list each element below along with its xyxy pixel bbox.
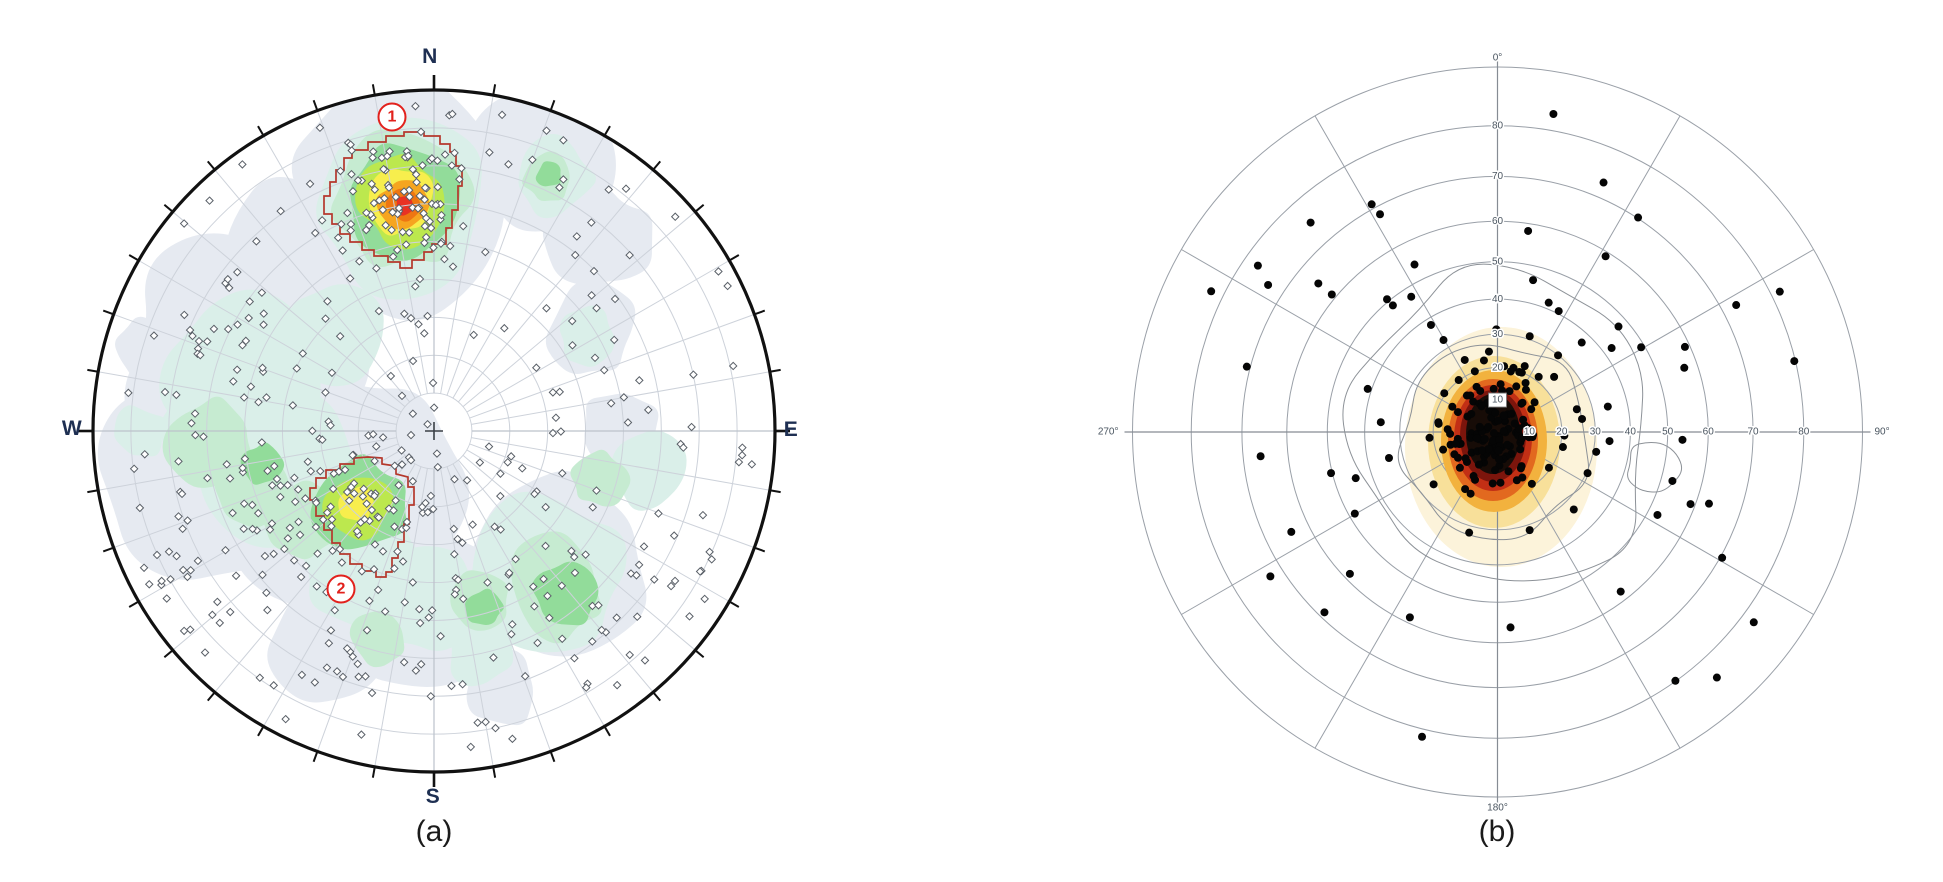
center-cross xyxy=(425,422,443,440)
stereonet-plot-a xyxy=(0,0,890,882)
svg-text:20: 20 xyxy=(1556,427,1568,438)
outside-mask xyxy=(0,0,890,882)
compass-label-e: E xyxy=(783,418,799,441)
stereonet-rim xyxy=(78,75,790,787)
compass-label-w: W xyxy=(61,417,83,440)
svg-text:50: 50 xyxy=(1662,427,1674,438)
caption-b: (b) xyxy=(1478,815,1516,848)
svg-text:80: 80 xyxy=(1798,427,1810,438)
svg-text:10: 10 xyxy=(1524,427,1536,438)
svg-text:40: 40 xyxy=(1492,294,1504,305)
density-contour-lines xyxy=(1342,263,1683,582)
svg-text:30: 30 xyxy=(1492,329,1504,340)
pole-scatter-points xyxy=(124,101,757,752)
svg-text:180°: 180° xyxy=(1487,803,1508,814)
svg-text:60: 60 xyxy=(1492,216,1504,227)
svg-text:10: 10 xyxy=(1492,395,1504,406)
svg-text:70: 70 xyxy=(1748,427,1760,438)
svg-text:20: 20 xyxy=(1492,362,1504,373)
compass-label-s: S xyxy=(425,785,441,808)
svg-text:80: 80 xyxy=(1492,120,1504,131)
svg-text:50: 50 xyxy=(1492,256,1504,267)
svg-text:270°: 270° xyxy=(1098,427,1119,438)
svg-text:70: 70 xyxy=(1492,171,1504,182)
caption-a: (a) xyxy=(415,815,453,848)
svg-text:30: 30 xyxy=(1590,427,1602,438)
svg-text:60: 60 xyxy=(1703,427,1715,438)
polar-scatter-points xyxy=(1207,109,1799,741)
region-2-badge: 2 xyxy=(326,574,356,604)
region-1-badge: 1 xyxy=(377,102,407,132)
polar-plot-b: 10 20 20 30 30 40 40 50 50 60 60 70 70 80 80 10 0° 180° 27… xyxy=(1096,51,1891,815)
stereonet-grid xyxy=(93,90,775,772)
svg-text:0°: 0° xyxy=(1493,53,1503,64)
radial-tick-labels: 10 20 20 30 30 40 40 50 50 60 60 70 70 80 80 10 0° 180° 27… xyxy=(1096,51,1891,815)
compass-label-n: N xyxy=(422,45,438,68)
svg-text:90°: 90° xyxy=(1875,427,1890,438)
svg-text:40: 40 xyxy=(1625,427,1637,438)
